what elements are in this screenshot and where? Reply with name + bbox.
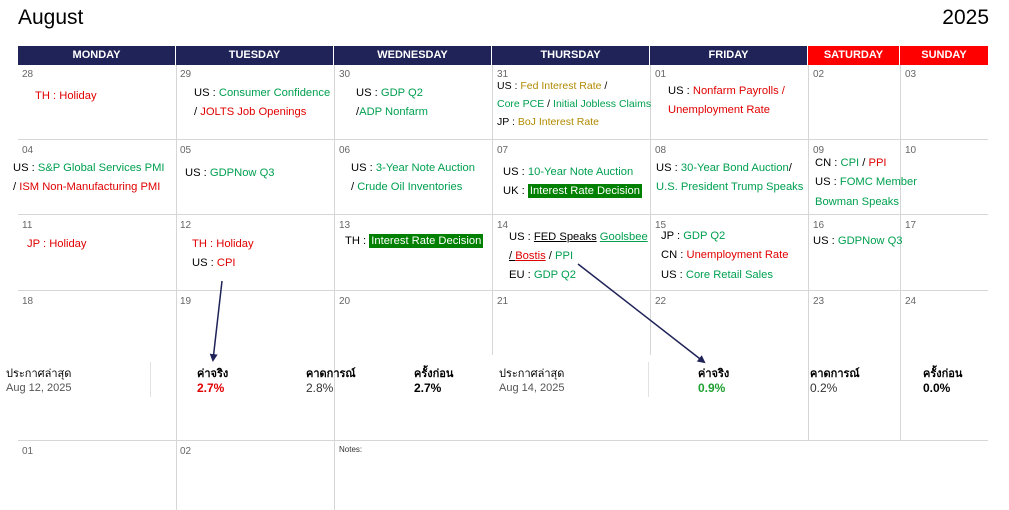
stats-title: ประกาศล่าสุด xyxy=(6,368,72,380)
forecast-label: คาดการณ์ xyxy=(810,368,860,380)
day-number: 19 xyxy=(180,296,192,307)
event-entry[interactable]: Bowman Speaks xyxy=(815,196,899,208)
day-number: 11 xyxy=(22,220,33,231)
event-entry[interactable]: / JOLTS Job Openings xyxy=(194,106,307,118)
event-entry[interactable]: US : Nonfarm Payrolls / xyxy=(668,85,785,97)
event-entry[interactable]: EU : GDP Q2 xyxy=(509,269,576,281)
arrow-ppi xyxy=(577,263,706,364)
day-number: 03 xyxy=(905,69,917,80)
day-number: 14 xyxy=(497,220,509,231)
day-number: 10 xyxy=(905,145,917,156)
event-entry[interactable]: CN : CPI / PPI xyxy=(815,157,887,169)
previous-value: 0.0% xyxy=(923,381,951,395)
header-monday: MONDAY xyxy=(18,46,175,65)
actual-value: 2.7% xyxy=(197,381,225,395)
previous-label: ครั้งก่อน xyxy=(414,368,454,380)
event-entry[interactable]: US : 10-Year Note Auction xyxy=(503,166,634,178)
event-entry[interactable]: US : 3-Year Note Auction xyxy=(351,162,475,174)
event-entry[interactable]: CN : Unemployment Rate xyxy=(661,249,789,261)
event-entry[interactable]: US : GDPNow Q3 xyxy=(185,167,275,179)
header-saturday: SATURDAY xyxy=(808,46,899,65)
notes-label: Notes: xyxy=(339,445,363,454)
forecast-value: 0.2% xyxy=(810,381,838,395)
event-entry[interactable]: US : FOMC Member xyxy=(815,176,917,188)
day-number: 18 xyxy=(22,296,34,307)
day-number: 02 xyxy=(180,446,192,457)
day-number: 01 xyxy=(22,446,34,457)
day-number: 28 xyxy=(22,69,34,80)
header-friday: FRIDAY xyxy=(650,46,807,65)
event-entry[interactable]: US : S&P Global Services PMI xyxy=(13,162,165,174)
day-number: 24 xyxy=(905,296,917,307)
header-sunday: SUNDAY xyxy=(900,46,988,65)
event-entry[interactable]: US : 30-Year Bond Auction/ xyxy=(656,162,792,174)
day-number: 20 xyxy=(339,296,351,307)
header-thursday: THURSDAY xyxy=(492,46,649,65)
event-entry[interactable]: / Crude Oil Inventories xyxy=(351,181,463,193)
forecast-label: คาดการณ์ xyxy=(306,368,356,380)
event-entry[interactable]: US : GDP Q2 xyxy=(356,87,423,99)
day-number: 21 xyxy=(497,296,509,307)
event-entry[interactable]: UK : Interest Rate Decision xyxy=(503,184,642,198)
day-number: 07 xyxy=(497,145,509,156)
event-entry[interactable]: US : Consumer Confidence xyxy=(194,87,331,99)
day-number: 15 xyxy=(655,220,667,231)
event-entry[interactable]: Unemployment Rate xyxy=(668,104,770,116)
day-number: 17 xyxy=(905,220,917,231)
stats-title: ประกาศล่าสุด xyxy=(499,368,565,380)
day-number: 09 xyxy=(813,145,825,156)
day-number: 13 xyxy=(339,220,351,231)
event-entry[interactable]: /ADP Nonfarm xyxy=(356,106,428,118)
header-tuesday: TUESDAY xyxy=(176,46,333,65)
event-entry[interactable]: JP : GDP Q2 xyxy=(661,230,726,242)
event-entry[interactable]: TH : Holiday xyxy=(192,238,254,250)
actual-label: ค่าจริง xyxy=(698,368,730,380)
day-number: 04 xyxy=(22,145,34,156)
previous-value: 2.7% xyxy=(414,381,442,395)
day-number: 29 xyxy=(180,69,192,80)
day-number: 06 xyxy=(339,145,351,156)
stats-date: Aug 14, 2025 xyxy=(499,382,565,394)
day-number: 05 xyxy=(180,145,192,156)
day-number: 30 xyxy=(339,69,351,80)
day-number: 12 xyxy=(180,220,192,231)
previous-label: ครั้งก่อน xyxy=(923,368,963,380)
year-title: 2025 xyxy=(942,6,989,29)
event-entry[interactable]: TH : Holiday xyxy=(35,90,97,102)
day-number: 23 xyxy=(813,296,825,307)
stats-date: Aug 12, 2025 xyxy=(6,382,72,394)
event-entry[interactable]: JP : Holiday xyxy=(27,238,87,250)
event-entry[interactable]: / ISM Non-Manufacturing PMI xyxy=(13,181,161,193)
event-entry[interactable]: US : GDPNow Q3 xyxy=(813,235,903,247)
header-wednesday: WEDNESDAY xyxy=(334,46,491,65)
highlight-badge: Interest Rate Decision xyxy=(527,184,642,198)
day-number: 01 xyxy=(655,69,667,80)
event-entry[interactable]: / Bostis / PPI xyxy=(509,250,574,262)
day-number: 22 xyxy=(655,296,667,307)
day-number: 31 xyxy=(497,69,509,80)
event-entry[interactable]: TH : Interest Rate Decision xyxy=(345,234,484,248)
event-entry[interactable]: US : FED Speaks Goolsbee xyxy=(509,231,648,243)
event-entry[interactable]: JP : BoJ Interest Rate xyxy=(497,116,599,128)
event-entry[interactable]: U.S. President Trump Speaks xyxy=(656,181,804,193)
arrow-cpi xyxy=(209,280,223,362)
day-number: 16 xyxy=(813,220,825,231)
event-entry[interactable]: US : Core Retail Sales xyxy=(661,269,773,281)
event-entry[interactable]: US : CPI xyxy=(192,257,236,269)
forecast-value: 2.8% xyxy=(306,381,334,395)
highlight-badge: Interest Rate Decision xyxy=(369,234,484,248)
event-entry[interactable]: US : Fed Interest Rate / xyxy=(497,80,608,92)
month-title: August xyxy=(18,6,84,29)
event-entry[interactable]: Core PCE / Initial Jobless Claims xyxy=(497,98,652,110)
actual-label: ค่าจริง xyxy=(197,368,229,380)
day-number: 08 xyxy=(655,145,667,156)
day-number: 02 xyxy=(813,69,825,80)
actual-value: 0.9% xyxy=(698,381,726,395)
